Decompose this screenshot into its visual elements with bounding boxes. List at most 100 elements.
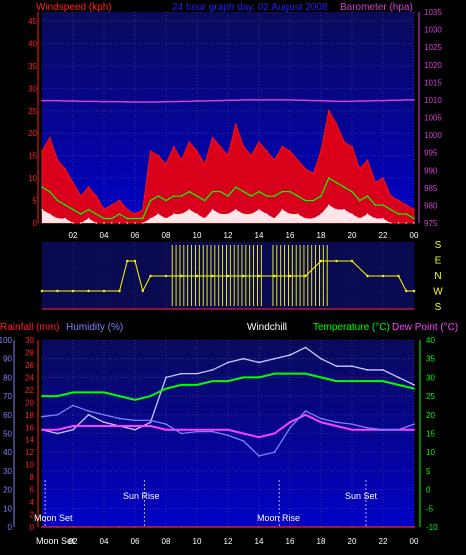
temperature-point: [180, 383, 183, 386]
temp-x-tick-label: 14: [255, 537, 264, 546]
temperature-tick-label: 35: [426, 355, 435, 364]
barometer-point: [304, 99, 307, 102]
windchill-point: [134, 428, 136, 431]
gust-point: [149, 150, 152, 153]
direction-point: [319, 259, 323, 263]
minimum-wind-point: [103, 222, 105, 224]
temperature-tick-label: 10: [426, 448, 435, 457]
temp-x-tick-label: 16: [286, 537, 295, 546]
minimum-wind-point: [157, 213, 159, 215]
dewpoint-point: [87, 425, 90, 427]
windchill-point: [165, 376, 167, 379]
barometer-point: [397, 99, 400, 102]
average-wind-point: [126, 217, 129, 220]
direction-point: [226, 274, 230, 278]
minimum-wind-point: [351, 213, 353, 215]
average-wind-point: [327, 177, 330, 179]
temperature-point: [165, 387, 167, 390]
dewpoint-point: [242, 432, 245, 435]
minimum-wind-point: [56, 217, 59, 220]
barometer-point: [273, 99, 276, 101]
rainfall-point: [289, 526, 291, 528]
humidity-point: [289, 426, 291, 429]
minimum-wind-point: [304, 217, 307, 220]
average-wind-point: [72, 208, 74, 211]
average-wind-point: [250, 195, 253, 197]
wind-x-tick-label: 10: [193, 231, 202, 240]
humidity-point: [56, 413, 59, 416]
windchill-point: [242, 357, 245, 360]
rainfall-tick-label: 24: [25, 373, 34, 382]
rainfall-point: [227, 526, 229, 528]
minimum-wind-point: [188, 208, 190, 211]
minimum-wind-point: [328, 204, 330, 206]
rainfall-tick-label: 8: [30, 473, 35, 482]
windchill-point: [72, 428, 74, 431]
barometer-point: [134, 101, 136, 103]
barometer-point: [211, 99, 214, 102]
dewpoint-point: [149, 425, 152, 427]
minimum-wind-point: [142, 222, 144, 224]
dewpoint-point: [351, 428, 353, 431]
barometer-tick-label: 995: [424, 149, 438, 158]
rainfall-point: [258, 526, 260, 528]
average-wind-point: [87, 208, 90, 211]
rainfall-point: [149, 526, 152, 528]
average-wind-point: [351, 190, 353, 193]
minimum-wind-point: [281, 208, 283, 211]
windchill-point: [382, 369, 384, 371]
average-wind-point: [343, 186, 346, 188]
rainfall-point: [382, 526, 384, 528]
windspeed-tick-label: 20: [28, 129, 37, 138]
wind-x-tick-label: 00: [410, 231, 419, 240]
temperature-label: Temperature (°C): [313, 322, 390, 333]
barometer-point: [64, 100, 67, 102]
barometer-point: [56, 99, 59, 102]
average-wind-point: [405, 213, 408, 215]
barometer-point: [358, 100, 361, 102]
direction-point: [141, 289, 144, 293]
average-wind-point: [219, 190, 222, 193]
dewpoint-point: [273, 432, 276, 435]
temperature-tick-label: 20: [426, 411, 435, 420]
gust-point: [126, 208, 129, 211]
rainfall-tick-label: 22: [25, 386, 34, 395]
barometer-tick-label: 1035: [424, 8, 442, 17]
humidity-point: [180, 432, 183, 435]
wind-series: [41, 99, 415, 224]
temperature-tick-label: -5: [426, 504, 434, 513]
rainfall-point: [273, 526, 276, 528]
average-wind-point: [149, 199, 152, 202]
dewpoint-point: [56, 428, 59, 431]
direction-point: [87, 289, 90, 293]
rainfall-point: [320, 526, 322, 528]
gust-point: [203, 163, 206, 166]
temperature-point: [118, 395, 121, 397]
direction-tick-label: W: [433, 287, 443, 298]
average-wind-point: [413, 217, 415, 220]
barometer-point: [234, 99, 237, 102]
gust-point: [374, 181, 377, 184]
direction-tick-label: E: [435, 256, 442, 267]
temperature-point: [273, 372, 276, 375]
gust-point: [358, 168, 361, 171]
temperature-point: [227, 380, 229, 383]
rainfall-point: [165, 526, 167, 528]
windchill-point: [397, 376, 400, 379]
rainfall-point: [41, 526, 43, 528]
windchill-point: [196, 372, 198, 375]
rainfall-tick-label: 0: [30, 523, 35, 532]
temperature-tick-label: 15: [426, 430, 435, 439]
temperature-point: [242, 376, 245, 379]
windchill-point: [413, 383, 415, 386]
humidity-point: [304, 410, 307, 412]
minimum-wind-point: [359, 217, 361, 220]
humidity-tick-label: 50: [3, 430, 12, 439]
minimum-wind-point: [180, 213, 183, 215]
direction-point: [102, 289, 106, 293]
barometer-point: [72, 100, 74, 102]
gust-point: [405, 204, 408, 206]
rainfall-point: [413, 526, 415, 528]
direction-point: [335, 259, 338, 263]
